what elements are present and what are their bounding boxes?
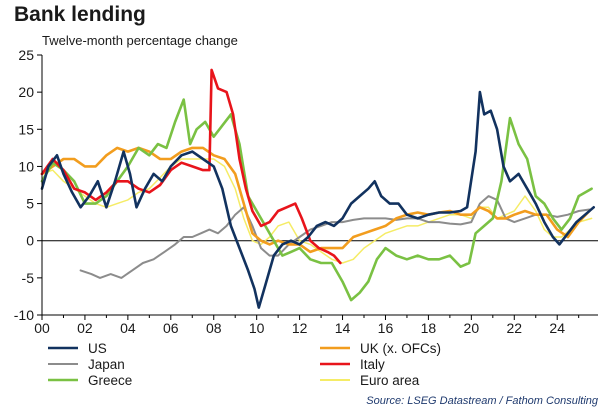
series-line-japan — [79, 195, 591, 279]
y-tick-label: 10 — [18, 158, 34, 174]
y-tick-label: 25 — [18, 47, 34, 63]
series-line-us — [40, 90, 596, 309]
x-tick-label: 22 — [506, 320, 522, 336]
legend-label-uk-x-ofcs: UK (x. OFCs) — [360, 341, 441, 356]
legend-label-greece: Greece — [88, 373, 132, 388]
axes — [41, 55, 598, 316]
x-tick-label: 14 — [335, 320, 351, 336]
legend-label-italy: Italy — [360, 357, 385, 372]
x-tick-label: 10 — [249, 320, 265, 336]
x-axis-ticks: 00 02 04 06 08 10 12 14 16 18 20 22 24 — [34, 315, 580, 336]
x-tick-label: 18 — [421, 320, 437, 336]
source-note: Source: LSEG Datastream / Fathom Consult… — [366, 395, 599, 407]
chart-title: Bank lending — [14, 3, 146, 26]
legend-label-us: US — [88, 341, 107, 356]
x-tick-label: 12 — [292, 320, 308, 336]
series-line-greece — [40, 98, 593, 302]
x-tick-label: 06 — [163, 320, 179, 336]
y-tick-label: 15 — [18, 121, 34, 137]
x-tick-label: 20 — [464, 320, 480, 336]
x-tick-label: 02 — [77, 320, 93, 336]
x-tick-label: 00 — [34, 320, 50, 336]
legend: US UK (x. OFCs) Japan Italy Greece Euro area — [48, 341, 441, 388]
x-tick-label: 16 — [378, 320, 394, 336]
series-line-euro-area — [41, 158, 593, 264]
chart-subtitle: Twelve-month percentage change — [42, 33, 238, 48]
y-tick-label: -10 — [14, 307, 34, 323]
y-tick-label: -5 — [22, 270, 35, 286]
x-tick-label: 04 — [120, 320, 136, 336]
y-axis-ticks: -10 -5 0 5 10 15 20 25 — [14, 47, 42, 323]
y-tick-label: 0 — [26, 233, 34, 249]
y-tick-label: 20 — [18, 84, 34, 100]
legend-label-japan: Japan — [88, 357, 125, 372]
series-layer — [40, 68, 596, 309]
series-line-uk-x-ofcs — [40, 146, 591, 254]
legend-label-euro-area: Euro area — [360, 373, 420, 388]
y-tick-label: 5 — [26, 196, 34, 212]
x-tick-label: 24 — [549, 320, 565, 336]
x-tick-label: 08 — [206, 320, 222, 336]
